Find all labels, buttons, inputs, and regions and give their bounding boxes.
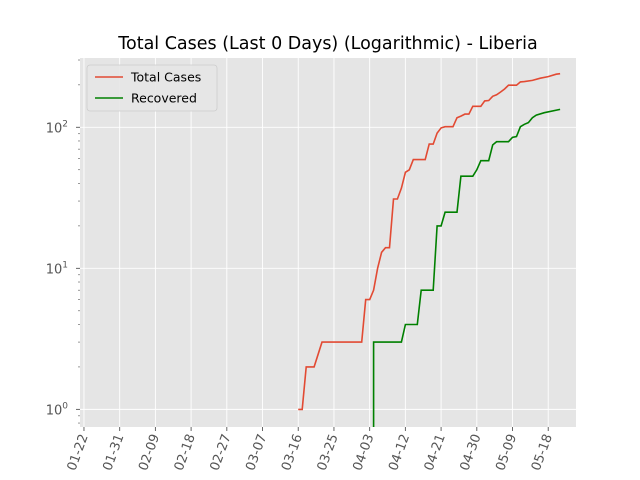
- plot-area: [80, 58, 576, 427]
- grid: [80, 58, 576, 427]
- legend-label: Total Cases: [130, 70, 201, 85]
- series-line-total-cases: [298, 72, 561, 411]
- series-layer: [298, 72, 561, 427]
- series-line-recovered: [372, 108, 561, 427]
- legend-label: Recovered: [131, 91, 197, 106]
- legend: Total Cases Recovered: [86, 64, 218, 112]
- chart-title: Total Cases (Last 0 Days) (Logarithmic) …: [117, 34, 537, 54]
